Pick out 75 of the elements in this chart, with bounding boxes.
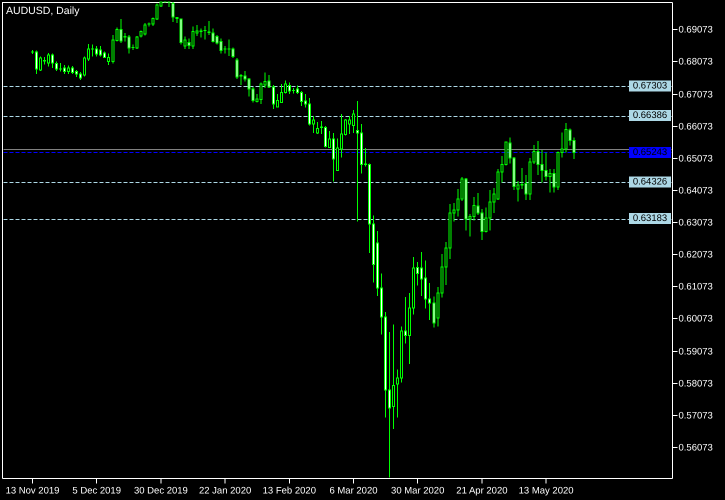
candlestick [316,122,319,134]
candlestick [135,36,138,50]
candlestick [91,44,94,58]
y-tick-label: 0.65073 [678,154,713,165]
y-tick-label: 0.66073 [678,122,713,133]
candlestick [179,18,182,46]
ref-line-label: 0.64326 [632,176,668,188]
candlestick [280,83,283,104]
candlestick [336,138,339,172]
candlestick [536,140,540,176]
ref-line-label: 0.67303 [632,80,668,92]
candlestick [171,2,174,22]
candlestick [95,46,98,58]
x-tick-label: 6 Mar 2020 [329,486,378,496]
candlestick [352,109,356,134]
candlestick [260,82,263,104]
y-tick-label: 0.58073 [678,378,713,390]
y-tick-label: 0.67073 [678,90,713,101]
candlestick [204,25,207,40]
candlestick [540,149,544,183]
candlestick [432,296,436,328]
ref-line-label: 0.65243 [632,146,668,158]
y-tick-label: 0.69073 [678,24,713,36]
candlestick [324,126,327,148]
candlestick [127,34,130,54]
chart-title: AUDUSD, Daily [6,5,80,17]
x-tick-label: 30 Dec 2019 [134,486,188,496]
candlestick [232,46,235,59]
candlestick [564,122,568,153]
candlestick [308,97,311,126]
y-tick-label: 0.64073 [678,186,713,197]
candlestick [143,22,146,36]
candlestick [99,46,102,58]
candlestick [480,208,484,240]
candlestick [544,152,548,182]
candlestick [420,252,424,296]
candlestick [392,324,396,430]
y-tick-label: 0.57073 [678,410,713,422]
y-tick-label: 0.60073 [678,314,713,325]
candlestick [236,58,239,80]
candlestick [35,50,38,74]
y-tick-label: 0.68073 [678,56,713,68]
candlestick [220,38,223,54]
x-tick-label: 13 Feb 2020 [262,486,316,496]
ref-line-label: 0.63183 [632,213,668,224]
y-tick-label: 0.62073 [678,250,713,261]
candlestick [47,52,50,68]
candlestick [348,115,351,134]
candlestick [192,26,195,50]
x-tick-label: 13 May 2020 [518,486,574,496]
x-tick-label: 30 Mar 2020 [391,486,444,496]
y-tick-label: 0.63073 [678,218,713,229]
y-tick-label: 0.61073 [678,282,713,293]
candlestick [248,77,251,97]
candlestick [356,100,360,222]
candlestick [155,2,158,20]
candlestick [288,82,291,95]
y-tick-label: 0.59073 [678,346,713,358]
x-tick-label: 21 Apr 2020 [456,486,508,496]
candlestick [300,90,303,106]
ref-line-label: 0.66386 [632,110,668,122]
candlestick [488,190,492,232]
x-tick-label: 13 Nov 2019 [6,486,60,496]
x-tick-label: 22 Jan 2020 [198,486,252,496]
candlestick [424,260,428,310]
candlestick [51,52,54,69]
candlestick [119,18,122,44]
candlestick [212,28,215,43]
candlestick [332,132,335,182]
candlestick [272,84,275,110]
candlestick [472,196,476,222]
candlestick [228,38,231,56]
candlestick [548,168,552,193]
y-tick-label: 0.56073 [678,442,713,454]
x-tick-label: 5 Dec 2019 [72,486,122,496]
